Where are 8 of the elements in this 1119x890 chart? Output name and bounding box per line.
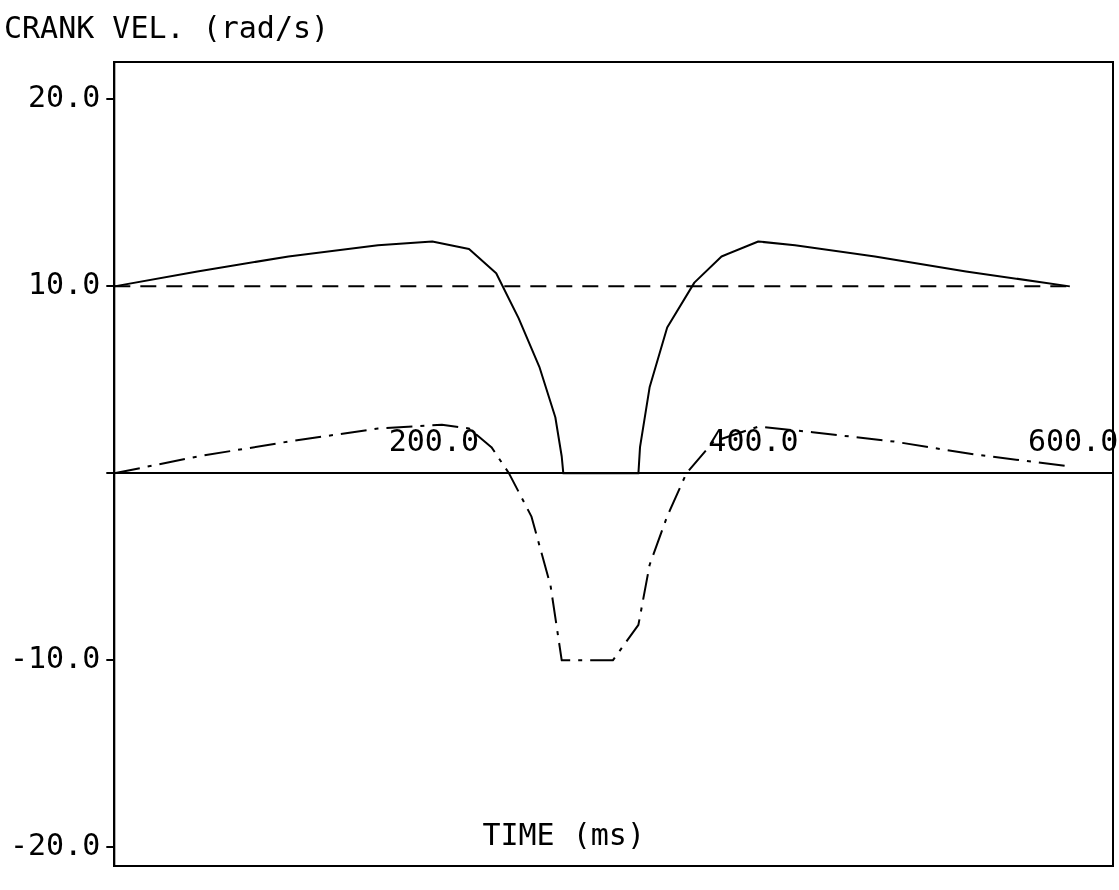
- y-tick-label: 10.0: [28, 266, 101, 302]
- y-tick-label: -20.0: [10, 827, 101, 863]
- x-tick-label: 200.0: [388, 423, 480, 459]
- y-tick-label: 20.0: [28, 79, 101, 115]
- chart-title: CRANK VEL. (rad/s): [4, 9, 330, 45]
- y-tick-label: -10.0: [10, 640, 101, 676]
- x-tick-label: 400.0: [708, 423, 799, 459]
- x-axis-title: TIME (ms): [482, 816, 645, 852]
